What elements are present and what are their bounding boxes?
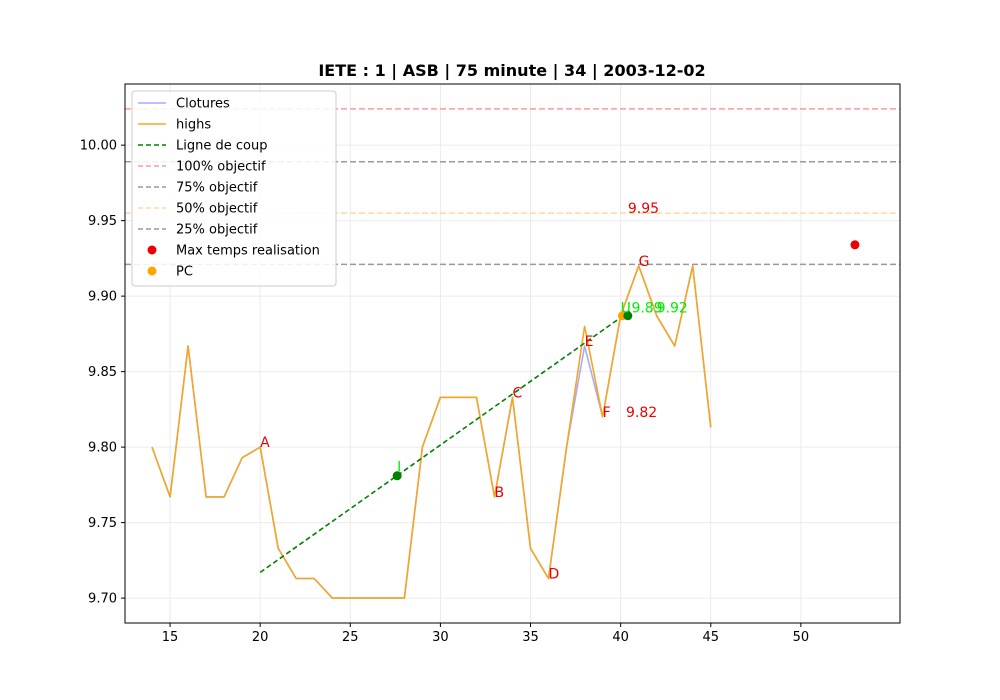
axes: 15 20 25 30 35 40 45 50 9.70 9.75 9.80 9.85 9.90 9.95… (80, 139, 809, 645)
y-tick-label: 9.90 (88, 290, 117, 305)
plot-frame (124, 83, 901, 624)
trade-point (392, 471, 402, 481)
trade-point (623, 311, 633, 321)
legend-label: Clotures (176, 97, 230, 112)
annotation-label: G (639, 254, 650, 270)
annotation-label: F (603, 405, 611, 421)
y-tick-label: 10.00 (80, 139, 117, 154)
legend-label: 25% objectif (176, 223, 258, 238)
legend-label: PC (176, 265, 193, 280)
x-tick-label: 15 (162, 630, 179, 645)
legend-swatch (147, 245, 157, 255)
y-tick-label: 9.75 (88, 516, 117, 531)
annotations-group: A B C D E F G 9.95 9.82 I U 9.899.92 (260, 201, 688, 582)
y-tick-label: 9.70 (88, 592, 117, 607)
legend-label: 75% objectif (176, 181, 258, 196)
annotation-label: 9.82 (626, 405, 657, 421)
y-tick-label: 9.95 (88, 214, 117, 229)
legend-label: Max temps realisation (176, 244, 320, 259)
x-tick-label: 35 (522, 630, 539, 645)
series-group (151, 265, 712, 599)
x-tick-label: 25 (342, 630, 359, 645)
annotation-label: B (494, 485, 504, 501)
x-tick-label: 40 (612, 630, 629, 645)
annotation-label: A (260, 435, 270, 451)
legend-box (131, 90, 337, 287)
grid (125, 84, 900, 623)
legend: Clotures highs Ligne de coup 100% objectif 7… (131, 90, 337, 287)
legend-label: Ligne de coup (176, 139, 267, 154)
legend-label: 50% objectif (176, 202, 258, 217)
chart-title: IETE : 1 | ASB | 75 minute | 34 | 2003-1… (318, 61, 705, 81)
annotation-label: 9.92 (657, 301, 688, 317)
legend-label: 100% objectif (176, 160, 266, 175)
annotation-label: C (513, 385, 523, 401)
y-tick-label: 9.80 (88, 441, 117, 456)
x-tick-label: 45 (702, 630, 719, 645)
series-line (151, 265, 712, 599)
legend-label: highs (176, 118, 211, 133)
y-tick-label: 9.85 (88, 365, 117, 380)
x-tick-label: 20 (252, 630, 269, 645)
x-tick-label: 50 (793, 630, 810, 645)
points-group (392, 240, 860, 481)
annotation-label: I (397, 459, 401, 475)
legend-swatch (147, 266, 157, 276)
annotation-label: 9.95 (628, 201, 659, 217)
annotation-label: E (585, 334, 594, 350)
annotation-label: U (621, 301, 631, 317)
annotation-label: 9.89 (631, 301, 662, 317)
x-tick-label: 30 (432, 630, 449, 645)
scatter-point (850, 240, 860, 250)
series-line (259, 310, 631, 574)
annotation-label: D (549, 566, 560, 582)
